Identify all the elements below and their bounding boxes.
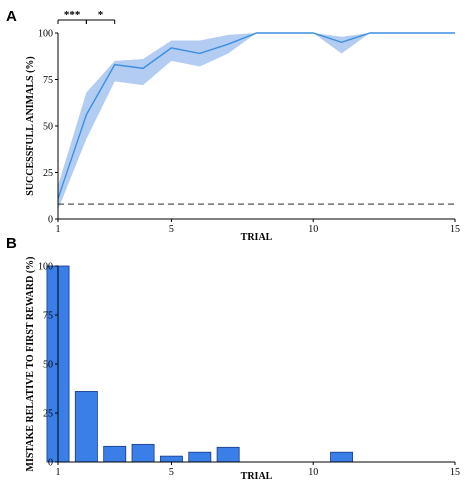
y-tick-label: 75 [43,75,53,86]
x-tick-label: 10 [308,467,318,478]
success-series-line [57,32,455,199]
y-axis-title: MISTAKE RELATIVE TO FIRST REWARD (%) [25,257,36,472]
x-tick-label: 5 [169,467,174,478]
y-tick-label: 50 [43,122,53,133]
x-tick-label: 5 [169,224,174,235]
x-tick-label: 15 [450,467,460,478]
significance-label: *** [64,9,81,21]
significance-label: * [98,9,104,21]
y-tick-label: 25 [43,168,53,179]
y-ticks: 0 25 50 75 100 [38,29,58,226]
panel-a-letter: A [6,8,17,25]
bar [159,455,183,463]
x-tick-label: 1 [56,467,61,478]
confidence-band [58,33,455,210]
y-tick-label: 75 [43,311,53,322]
x-tick-label: 10 [308,224,318,235]
x-ticks: 1 5 10 15 [56,462,460,478]
y-tick-label: 0 [48,215,53,226]
y-axis-title: SUCCESSFULL ANIMALS (%) [25,56,36,195]
bar [103,445,127,463]
y-tick-label: 0 [48,458,53,469]
x-tick-label: 15 [450,224,460,235]
bar [188,451,212,463]
x-tick-label: 1 [56,224,61,235]
y-tick-label: 50 [43,360,53,371]
significance-annotations: *** * [57,9,116,24]
bar [216,446,240,463]
x-ticks: 1 5 10 15 [56,219,460,235]
bar [131,443,155,463]
x-axis-title: TRIAL [241,232,273,243]
x-axis-title: TRIAL [241,471,273,482]
y-tick-label: 100 [38,262,53,273]
y-tick-label: 100 [38,29,53,40]
bar [330,451,354,463]
bars [46,265,354,463]
bar [74,391,98,463]
y-tick-label: 25 [43,409,53,420]
panel-b-letter: B [6,235,17,252]
